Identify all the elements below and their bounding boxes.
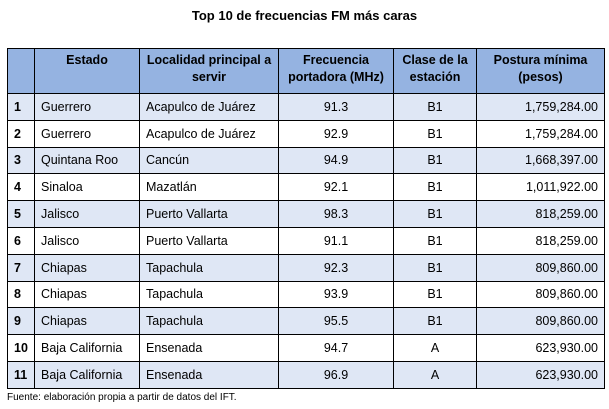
cell-estado: Jalisco xyxy=(34,226,140,255)
cell-frecuencia: 92.9 xyxy=(278,119,394,148)
cell-localidad: Puerto Vallarta xyxy=(139,200,279,228)
cell-num: 3 xyxy=(7,146,35,175)
cell-postura: 623,930.00 xyxy=(476,360,605,389)
cell-postura: 1,011,922.00 xyxy=(476,173,605,202)
cell-clase: B1 xyxy=(393,253,477,282)
cell-clase: B1 xyxy=(393,280,477,309)
table-row: 10 Baja California Ensenada 94.7 A 623,930.00 xyxy=(7,334,605,362)
cell-num: 6 xyxy=(7,226,35,255)
header-num xyxy=(7,48,35,94)
cell-estado: Chiapas xyxy=(34,307,140,336)
cell-frecuencia: 91.1 xyxy=(278,226,394,255)
table-row: 7 Chiapas Tapachula 92.3 B1 809,860.00 xyxy=(7,253,605,282)
cell-num: 8 xyxy=(7,280,35,309)
cell-estado: Quintana Roo xyxy=(34,146,140,175)
cell-num: 9 xyxy=(7,307,35,336)
table-row: 2 Guerrero Acapulco de Juárez 92.9 B1 1,759,2… xyxy=(7,119,605,148)
cell-num: 2 xyxy=(7,119,35,148)
cell-localidad: Acapulco de Juárez xyxy=(139,119,279,148)
source-note: Fuente: elaboración propia a partir de d… xyxy=(7,392,237,403)
table-row: 1 Guerrero Acapulco de Juárez 91.3 B1 1,759,2… xyxy=(7,93,605,121)
cell-localidad: Ensenada xyxy=(139,334,279,362)
header-estado: Estado xyxy=(34,48,140,94)
cell-estado: Guerrero xyxy=(34,119,140,148)
cell-clase: B1 xyxy=(393,307,477,336)
header-row: Estado Localidad principal a servir Frec… xyxy=(7,48,605,94)
cell-num: 4 xyxy=(7,173,35,202)
frequency-table: Estado Localidad principal a servir Frec… xyxy=(7,48,605,389)
cell-estado: Sinaloa xyxy=(34,173,140,202)
cell-clase: A xyxy=(393,334,477,362)
cell-estado: Baja California xyxy=(34,334,140,362)
cell-postura: 809,860.00 xyxy=(476,280,605,309)
table-row: 4 Sinaloa Mazatlán 92.1 B1 1,011,922.00 xyxy=(7,173,605,202)
table-row: 11 Baja California Ensenada 96.9 A 623,930.00 xyxy=(7,360,605,389)
cell-frecuencia: 92.1 xyxy=(278,173,394,202)
cell-num: 10 xyxy=(7,334,35,362)
cell-localidad: Tapachula xyxy=(139,307,279,336)
cell-num: 11 xyxy=(7,360,35,389)
cell-postura: 818,259.00 xyxy=(476,226,605,255)
cell-frecuencia: 92.3 xyxy=(278,253,394,282)
table-row: 3 Quintana Roo Cancún 94.9 B1 1,668,397.00 xyxy=(7,146,605,175)
table-body: 1 Guerrero Acapulco de Juárez 91.3 B1 1,759,2… xyxy=(7,93,605,389)
cell-localidad: Ensenada xyxy=(139,360,279,389)
cell-estado: Chiapas xyxy=(34,280,140,309)
cell-frecuencia: 91.3 xyxy=(278,93,394,121)
cell-estado: Guerrero xyxy=(34,93,140,121)
cell-num: 1 xyxy=(7,93,35,121)
table-row: 8 Chiapas Tapachula 93.9 B1 809,860.00 xyxy=(7,280,605,309)
cell-localidad: Acapulco de Juárez xyxy=(139,93,279,121)
cell-frecuencia: 93.9 xyxy=(278,280,394,309)
cell-estado: Jalisco xyxy=(34,200,140,228)
header-localidad: Localidad principal a servir xyxy=(139,48,279,94)
cell-postura: 809,860.00 xyxy=(476,253,605,282)
cell-postura: 1,668,397.00 xyxy=(476,146,605,175)
cell-clase: B1 xyxy=(393,146,477,175)
cell-estado: Chiapas xyxy=(34,253,140,282)
header-frecuencia: Frecuencia portadora (MHz) xyxy=(278,48,394,94)
cell-postura: 1,759,284.00 xyxy=(476,93,605,121)
table-row: 6 Jalisco Puerto Vallarta 91.1 B1 818,259.00 xyxy=(7,226,605,255)
cell-postura: 809,860.00 xyxy=(476,307,605,336)
cell-estado: Baja California xyxy=(34,360,140,389)
cell-num: 7 xyxy=(7,253,35,282)
cell-clase: B1 xyxy=(393,173,477,202)
cell-frecuencia: 95.5 xyxy=(278,307,394,336)
cell-frecuencia: 94.9 xyxy=(278,146,394,175)
header-postura: Postura mínima (pesos) xyxy=(476,48,605,94)
cell-postura: 1,759,284.00 xyxy=(476,119,605,148)
cell-postura: 818,259.00 xyxy=(476,200,605,228)
cell-localidad: Tapachula xyxy=(139,280,279,309)
table-row: 5 Jalisco Puerto Vallarta 98.3 B1 818,259.00 xyxy=(7,200,605,228)
cell-clase: A xyxy=(393,360,477,389)
header-clase: Clase de la estación xyxy=(393,48,477,94)
cell-frecuencia: 96.9 xyxy=(278,360,394,389)
cell-frecuencia: 94.7 xyxy=(278,334,394,362)
cell-postura: 623,930.00 xyxy=(476,334,605,362)
cell-clase: B1 xyxy=(393,93,477,121)
cell-clase: B1 xyxy=(393,226,477,255)
cell-localidad: Puerto Vallarta xyxy=(139,226,279,255)
cell-num: 5 xyxy=(7,200,35,228)
cell-clase: B1 xyxy=(393,200,477,228)
table-title: Top 10 de frecuencias FM más caras xyxy=(191,8,418,23)
table-row: 9 Chiapas Tapachula 95.5 B1 809,860.00 xyxy=(7,307,605,336)
cell-localidad: Tapachula xyxy=(139,253,279,282)
cell-clase: B1 xyxy=(393,119,477,148)
cell-localidad: Mazatlán xyxy=(139,173,279,202)
cell-frecuencia: 98.3 xyxy=(278,200,394,228)
cell-localidad: Cancún xyxy=(139,146,279,175)
